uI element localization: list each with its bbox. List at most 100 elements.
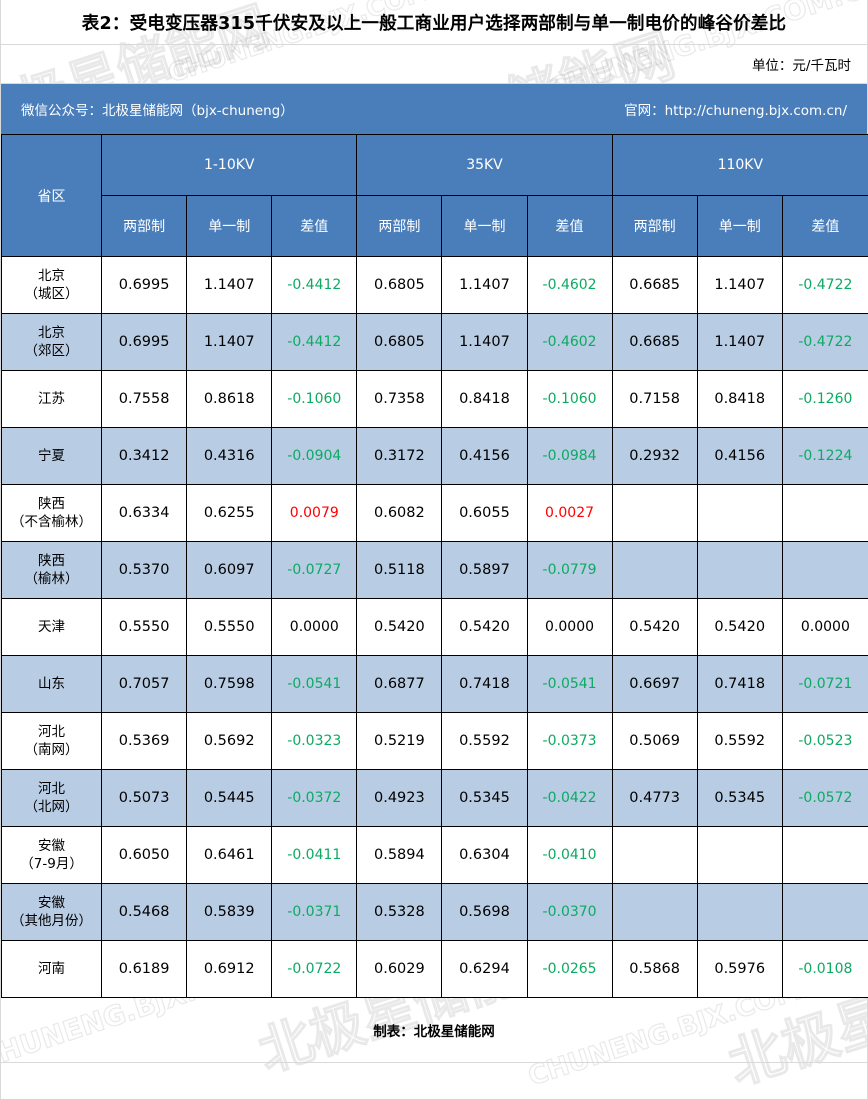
cell-twopart	[611, 541, 698, 599]
cell-diff: -0.0572	[781, 769, 868, 827]
cell-province: 河北 （南网）	[0, 712, 103, 770]
table-row: 陕西 （不含榆林） 0.6334 0.6255 0.0079 0.6082 0.6055 0.…	[0, 484, 868, 542]
cell-twopart: 0.5420	[356, 598, 443, 656]
cell-twopart: 0.5894	[356, 826, 443, 884]
cell-single: 0.7418	[696, 655, 783, 713]
cell-single: 0.4156	[441, 427, 528, 485]
cell-single: 1.1407	[696, 256, 783, 314]
cell-diff: 0.0000	[271, 598, 358, 656]
cell-twopart	[611, 883, 698, 941]
cell-province: 陕西 （不含榆林）	[0, 484, 103, 542]
cell-diff: -0.1060	[271, 370, 358, 428]
table-head: 省区 1-10KV 35KV 110KV 两部制 单一制 差值 两部制 单一制 …	[0, 134, 868, 257]
cell-single: 0.8618	[186, 370, 273, 428]
cell-single: 0.4156	[696, 427, 783, 485]
cell-diff: -0.4602	[526, 313, 613, 371]
table-row: 北京 （郊区） 0.6995 1.1407 -0.4412 0.6805 1.1407 -0.…	[0, 313, 868, 371]
cell-single: 1.1407	[441, 256, 528, 314]
cell-diff: -0.0422	[526, 769, 613, 827]
cell-twopart: 0.6082	[356, 484, 443, 542]
cell-single: 0.5976	[696, 940, 783, 998]
brand-banner: 微信公众号：北极星储能网（bjx-chuneng） 官网：http://chun…	[1, 84, 867, 134]
cell-twopart	[611, 484, 698, 542]
cell-twopart: 0.6877	[356, 655, 443, 713]
header-sub-row: 两部制 单一制 差值 两部制 单一制 差值 两部制 单一制 差值	[2, 195, 868, 257]
cell-twopart: 0.7057	[101, 655, 188, 713]
price-difference-table: 省区 1-10KV 35KV 110KV 两部制 单一制 差值 两部制 单一制 …	[0, 134, 868, 998]
cell-diff: -0.0984	[526, 427, 613, 485]
cell-province: 北京 （郊区）	[0, 313, 103, 371]
table-row: 河北 （南网） 0.5369 0.5692 -0.0323 0.5219 0.5592 -0.…	[0, 712, 868, 770]
table-row: 山东 0.7057 0.7598 -0.0541 0.6877 0.7418 -0.0541…	[0, 655, 868, 713]
cell-twopart: 0.5328	[356, 883, 443, 941]
cell-diff	[781, 883, 868, 941]
cell-twopart: 0.3172	[356, 427, 443, 485]
cell-province: 安徽 （7-9月）	[0, 826, 103, 884]
cell-twopart: 0.6685	[611, 256, 698, 314]
cell-twopart: 0.6685	[611, 313, 698, 371]
header-sub-1-single: 单一制	[186, 195, 273, 257]
header-sub-3-diff: 差值	[781, 195, 868, 257]
cell-twopart: 0.5219	[356, 712, 443, 770]
cell-single: 0.5592	[696, 712, 783, 770]
cell-single: 0.6304	[441, 826, 528, 884]
table-row: 河南 0.6189 0.6912 -0.0722 0.6029 0.6294 -0.0265…	[0, 940, 868, 998]
cell-diff	[781, 541, 868, 599]
cell-diff: -0.4602	[526, 256, 613, 314]
table-row: 宁夏 0.3412 0.4316 -0.0904 0.3172 0.4156 -0.0984…	[0, 427, 868, 485]
cell-single	[696, 484, 783, 542]
cell-single: 0.5420	[696, 598, 783, 656]
cell-twopart: 0.4773	[611, 769, 698, 827]
cell-diff: -0.0904	[271, 427, 358, 485]
cell-twopart: 0.6189	[101, 940, 188, 998]
website-link[interactable]: 官网：http://chuneng.bjx.com.cn/	[624, 103, 847, 119]
title-bar: 表2：受电变压器315千伏安及以上一般工商业用户选择两部制与单一制电价的峰谷价差…	[1, 0, 867, 45]
cell-twopart: 0.6995	[101, 313, 188, 371]
cell-twopart: 0.6029	[356, 940, 443, 998]
cell-single: 1.1407	[186, 313, 273, 371]
cell-diff: -0.4722	[781, 256, 868, 314]
cell-twopart: 0.6050	[101, 826, 188, 884]
cell-diff: -0.0373	[526, 712, 613, 770]
cell-diff: -0.0372	[271, 769, 358, 827]
header-sub-3-single: 单一制	[696, 195, 783, 257]
cell-diff: -0.1060	[526, 370, 613, 428]
cell-diff: -0.0371	[271, 883, 358, 941]
cell-diff: -0.1260	[781, 370, 868, 428]
cell-twopart: 0.5073	[101, 769, 188, 827]
cell-province: 山东	[0, 655, 103, 713]
header-sub-1-diff: 差值	[271, 195, 358, 257]
cell-single: 0.5445	[186, 769, 273, 827]
cell-twopart: 0.6805	[356, 256, 443, 314]
cell-province: 河北 （北网）	[0, 769, 103, 827]
cell-diff: -0.0721	[781, 655, 868, 713]
cell-province: 北京 （城区）	[0, 256, 103, 314]
cell-diff	[781, 484, 868, 542]
cell-twopart: 0.5069	[611, 712, 698, 770]
cell-diff: -0.0370	[526, 883, 613, 941]
cell-diff: -0.4722	[781, 313, 868, 371]
cell-single: 0.5345	[696, 769, 783, 827]
cell-diff: -0.0410	[526, 826, 613, 884]
header-group-row: 省区 1-10KV 35KV 110KV	[0, 134, 868, 257]
wechat-account: 微信公众号：北极星储能网（bjx-chuneng）	[21, 103, 294, 119]
table-body: 北京 （城区） 0.6995 1.1407 -0.4412 0.6805 1.1407 -0.…	[0, 256, 868, 998]
cell-twopart: 0.5369	[101, 712, 188, 770]
cell-diff: -0.1224	[781, 427, 868, 485]
footer-bar: 制表：北极星储能网	[1, 998, 867, 1063]
cell-single: 0.7418	[441, 655, 528, 713]
cell-single: 0.5698	[441, 883, 528, 941]
cell-single: 1.1407	[696, 313, 783, 371]
cell-twopart: 0.6995	[101, 256, 188, 314]
cell-twopart: 0.6334	[101, 484, 188, 542]
cell-single: 0.5897	[441, 541, 528, 599]
cell-twopart: 0.4923	[356, 769, 443, 827]
cell-diff: -0.0523	[781, 712, 868, 770]
cell-diff: -0.0108	[781, 940, 868, 998]
cell-single: 0.8418	[696, 370, 783, 428]
cell-province: 天津	[0, 598, 103, 656]
cell-twopart: 0.3412	[101, 427, 188, 485]
cell-single	[696, 541, 783, 599]
cell-single: 0.5345	[441, 769, 528, 827]
